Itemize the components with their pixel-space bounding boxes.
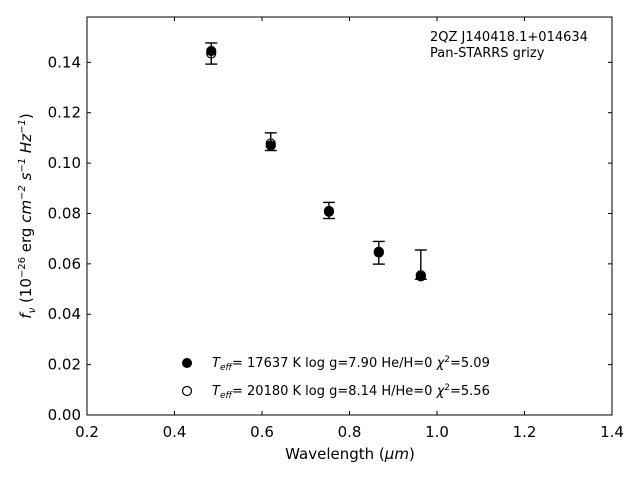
- legend-marker-open: [181, 385, 193, 397]
- y-tick-label: 0.08: [48, 204, 81, 222]
- x-tick-label: 1.2: [513, 423, 537, 441]
- data-points: [206, 45, 426, 282]
- legend-marker-filled: [182, 358, 192, 368]
- legend-entry-2: Teff= 20180 K log g=8.14 H/He=0 χ2=5.56: [212, 383, 490, 401]
- y-tick-label: 0.06: [48, 255, 81, 273]
- x-tick-label: 1.0: [425, 423, 449, 441]
- x-tick-label: 0.6: [250, 423, 274, 441]
- y-axis-label: fν (10−26 erg cm−2 s−1 Hz−1): [17, 113, 38, 318]
- y-tick-label: 0.00: [48, 406, 81, 424]
- y-tick-label: 0.14: [48, 53, 81, 71]
- x-tick-label: 1.4: [600, 423, 624, 441]
- point-model-open: [206, 48, 217, 59]
- x-tick-label: 0.2: [75, 423, 99, 441]
- point-model-open: [373, 247, 384, 258]
- x-tick-label: 0.8: [338, 423, 362, 441]
- point-model-open: [323, 205, 335, 217]
- axis-ticks: 0.2 0.4 0.6 0.8 1.0 1.2 1.4 0.00 0.02 0.04 0.06 0.0…: [48, 17, 624, 441]
- plot-frame: [86, 16, 613, 416]
- y-tick-label: 0.04: [48, 305, 81, 323]
- point-model-open: [415, 270, 426, 281]
- y-tick-label: 0.02: [48, 356, 81, 374]
- x-tick-label: 0.4: [163, 423, 187, 441]
- annotation-survey: Pan-STARRS grizy: [430, 46, 545, 61]
- legend-entry-1: Teff= 17637 K log g=7.90 He/H=0 χ2=5.09: [212, 355, 490, 373]
- error-bars: [205, 42, 427, 280]
- annotation-object-name: 2QZ J140418.1+014634: [430, 30, 588, 45]
- point-model-open: [265, 138, 276, 149]
- y-tick-label: 0.12: [48, 104, 81, 122]
- legend: Teff= 17637 K log g=7.90 He/H=0 χ2=5.09 …: [181, 355, 490, 401]
- point-model-filled: [206, 45, 217, 57]
- x-axis-label: Wavelength (μm): [285, 445, 415, 463]
- y-tick-label: 0.10: [48, 154, 81, 172]
